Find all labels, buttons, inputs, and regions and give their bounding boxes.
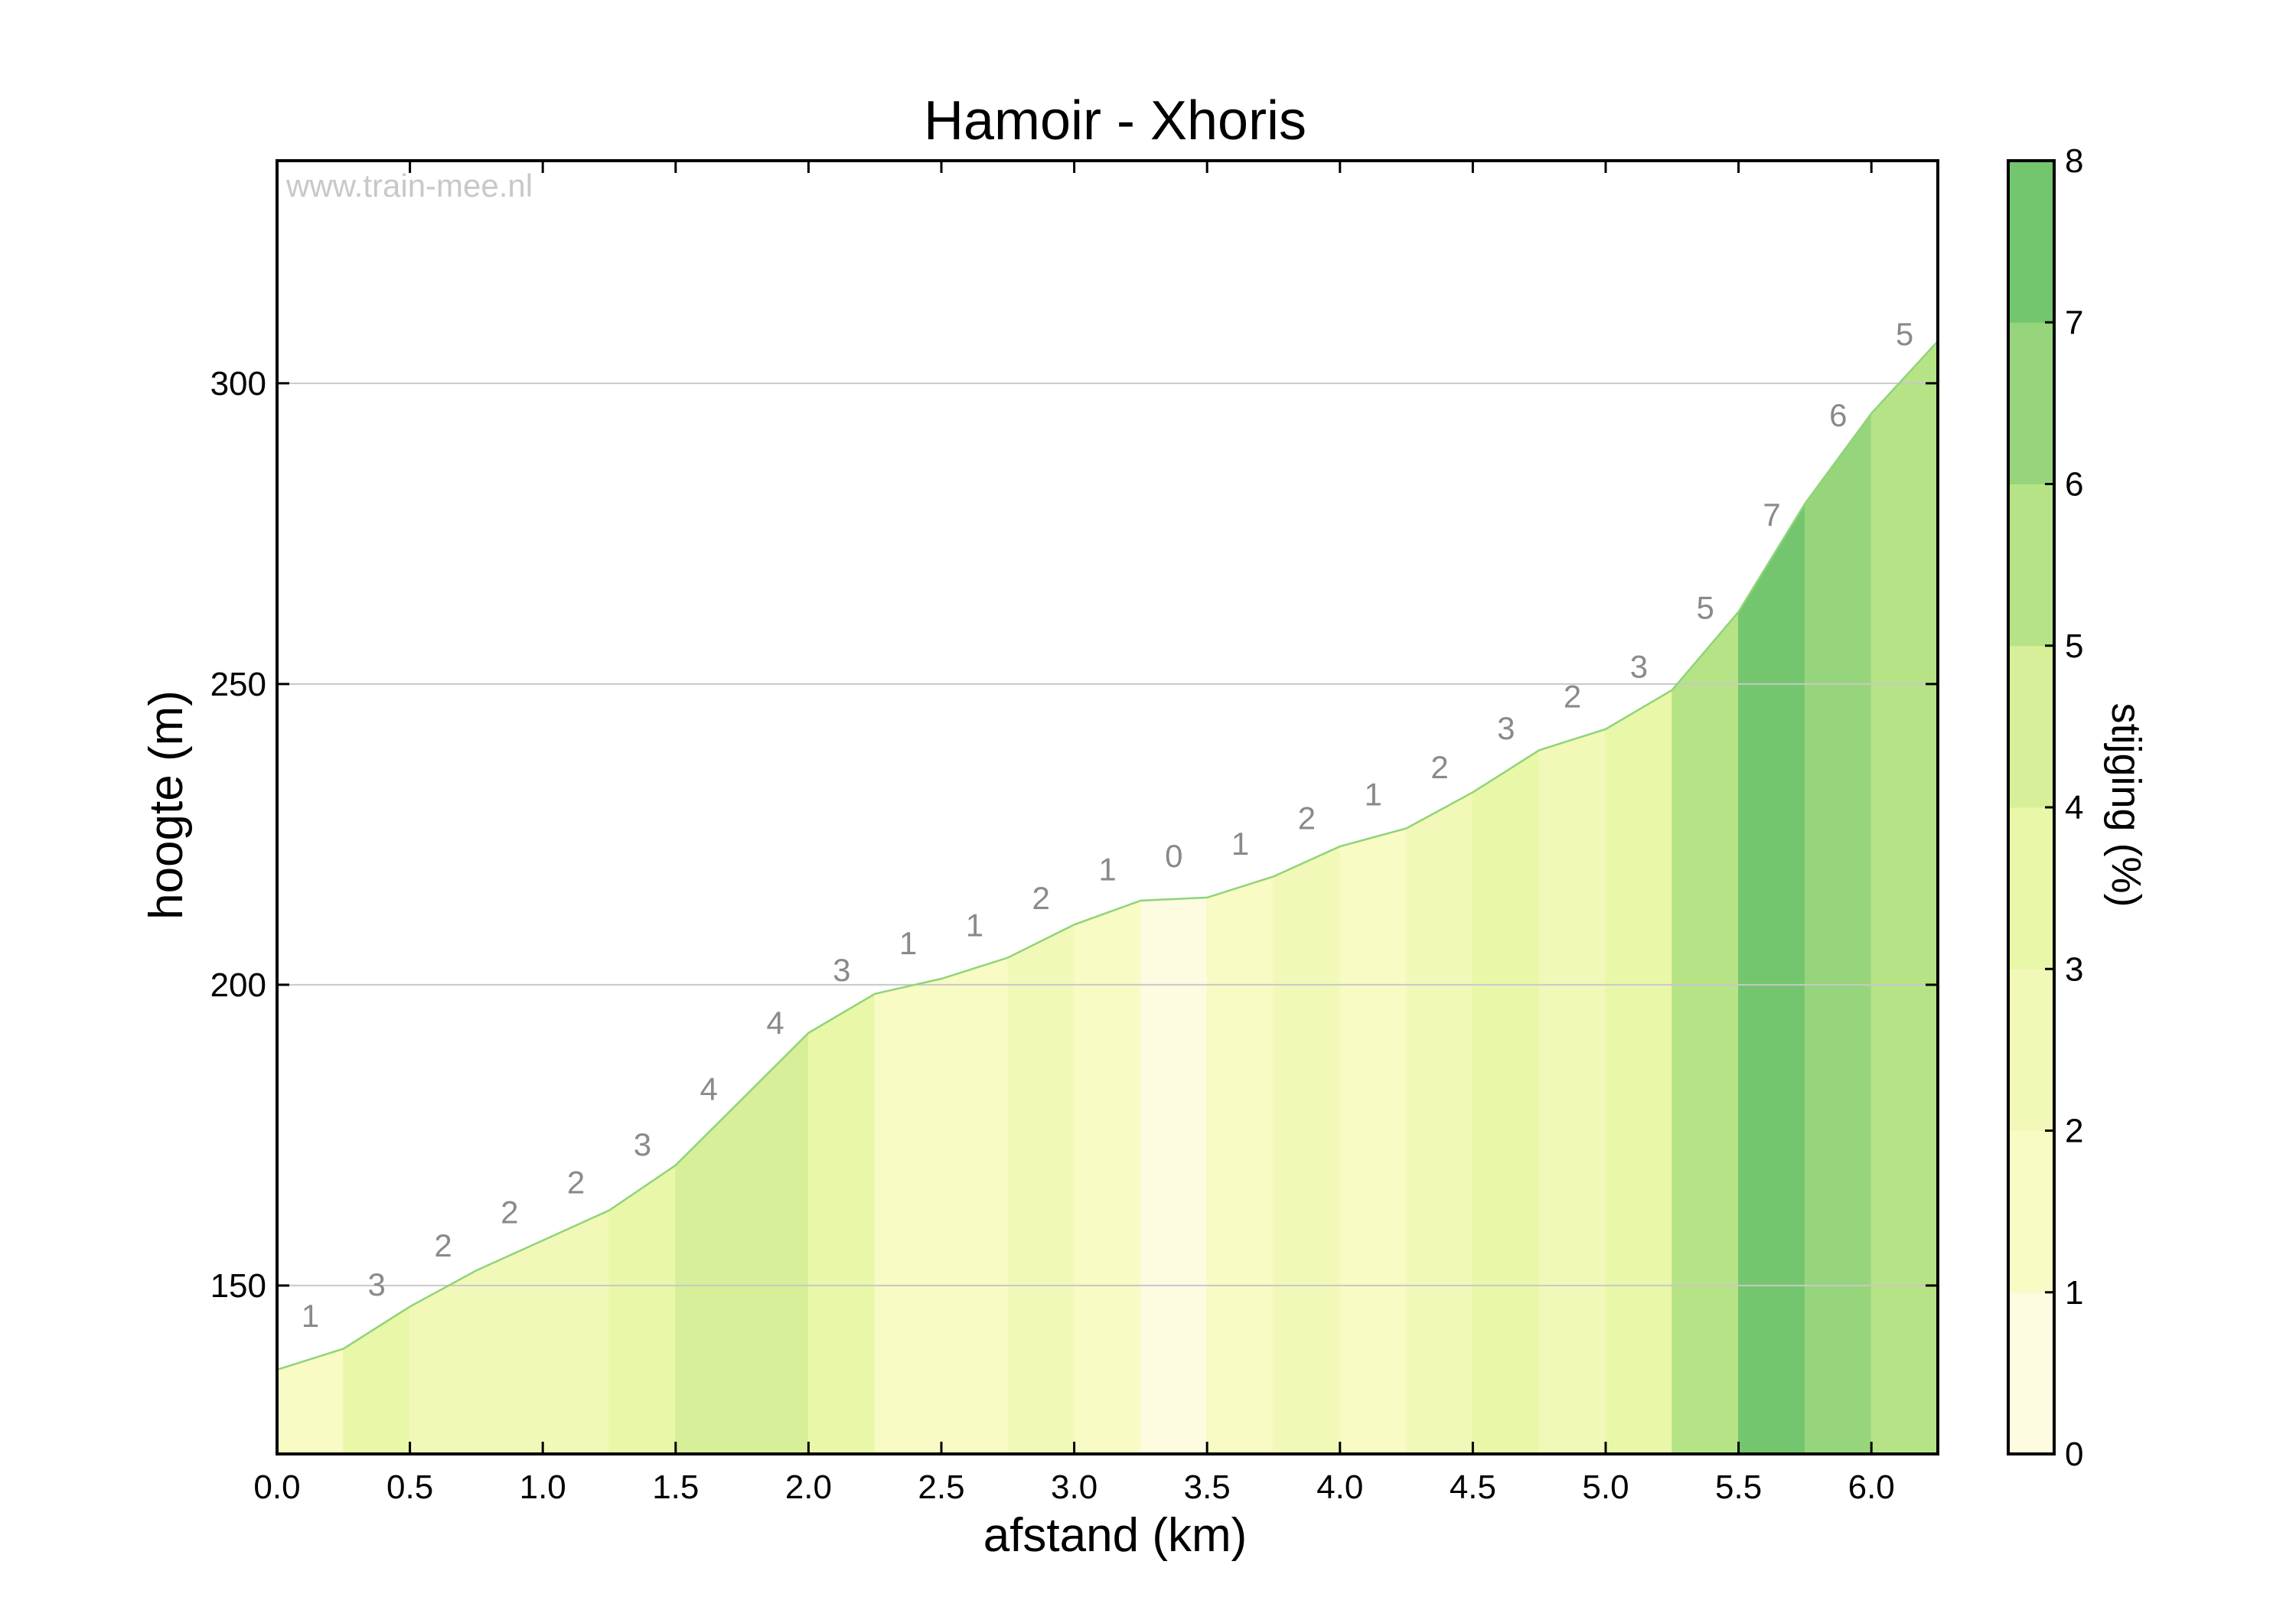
colorbar-band (2008, 645, 2054, 808)
colorbar-band (2008, 969, 2054, 1131)
gradient-label: 1 (1231, 826, 1249, 862)
y-axis-label: hoogte (m) (140, 690, 193, 920)
gradient-segment (1339, 827, 1407, 1454)
y-tick-label: 300 (210, 365, 266, 403)
x-tick-label: 6.0 (1848, 1468, 1895, 1506)
y-tick-label: 200 (210, 966, 266, 1004)
colorbar-band (2008, 484, 2054, 647)
gradient-segment (1074, 900, 1141, 1454)
gradient-segment (1472, 749, 1540, 1454)
x-tick-label: 3.0 (1051, 1468, 1097, 1506)
chart-title: Hamoir - Xhoris (924, 90, 1306, 152)
gradient-label: 2 (1298, 800, 1316, 836)
y-tick-label: 250 (210, 666, 266, 703)
x-axis-label: afstand (km) (983, 1509, 1247, 1562)
gradient-label: 7 (1763, 497, 1780, 533)
gradient-label: 1 (1098, 852, 1116, 888)
gradient-label: 5 (1697, 590, 1714, 626)
colorbar-band (2008, 1130, 2054, 1293)
gradient-segment (1007, 924, 1075, 1454)
gradient-segment (1406, 791, 1473, 1454)
plot-area: 1 3 2 2 2 3 4 4 3 1 1 2 1 0 1 2 1 2 3 2 3 5 7 6 5 0.0 0.5 1.0 1.5 2.0… (210, 159, 1939, 1506)
colorbar-tick-label: 5 (2065, 627, 2083, 665)
colorbar-tick-label: 6 (2065, 466, 2083, 504)
gradient-segment (1605, 689, 1673, 1454)
gradient-segment (1671, 611, 1740, 1454)
gradient-segment (1738, 502, 1805, 1454)
colorbar-tick-label: 8 (2065, 142, 2083, 180)
gradient-label: 3 (1630, 648, 1648, 684)
gradient-label: 3 (1497, 710, 1515, 746)
y-tick-label: 150 (210, 1267, 266, 1305)
gradient-label: 3 (833, 952, 850, 988)
plot-frame (276, 159, 1939, 1455)
colorbar-band (2008, 1292, 2054, 1455)
elevation-line (276, 340, 1939, 1371)
colorbar-tick-label: 3 (2065, 950, 2083, 988)
colorbar-tick-label: 4 (2065, 789, 2083, 826)
gradient-segment (475, 1240, 543, 1454)
x-tick-label: 2.5 (918, 1468, 964, 1506)
gradient-label: 2 (501, 1195, 518, 1231)
colorbar-tick-label: 0 (2065, 1436, 2083, 1473)
gradient-segment (1804, 412, 1872, 1454)
x-tick-label: 2.0 (785, 1468, 832, 1506)
watermark-text: www.train-mee.nl (285, 168, 533, 204)
gradient-label: 3 (368, 1266, 386, 1302)
x-tick-label: 4.0 (1316, 1468, 1363, 1506)
colorbar-band (2008, 161, 2054, 323)
gradient-label: 2 (1032, 880, 1050, 916)
x-tick-label: 1.5 (652, 1468, 699, 1506)
colorbar-band (2008, 322, 2054, 484)
gradient-segment (1538, 729, 1606, 1454)
x-tick-label: 5.5 (1715, 1468, 1762, 1506)
gradient-label: 2 (567, 1164, 585, 1200)
gradient-label: 2 (1430, 749, 1448, 785)
gradient-label: 1 (302, 1298, 319, 1334)
colorbar-tick-label: 7 (2065, 304, 2083, 341)
gradient-segment (675, 1098, 743, 1454)
gradient-label: 1 (966, 907, 983, 943)
gradient-label: 2 (434, 1227, 452, 1263)
gradient-label: 6 (1829, 397, 1847, 433)
gradient-label: 4 (700, 1071, 718, 1107)
colorbar: 0 1 2 3 4 5 6 7 8 (2007, 142, 2083, 1473)
gradient-label: 0 (1165, 838, 1182, 874)
x-tick-label: 0.5 (386, 1468, 433, 1506)
gradient-segment (742, 1032, 809, 1454)
gradient-segment (1140, 897, 1208, 1454)
x-tick-label: 5.0 (1582, 1468, 1629, 1506)
gradient-label: 2 (1564, 679, 1581, 715)
gradient-label: 1 (899, 925, 917, 961)
colorbar-tick-label: 1 (2065, 1274, 2083, 1312)
x-tick-label: 4.5 (1450, 1468, 1496, 1506)
x-tick-label: 0.0 (253, 1468, 300, 1506)
gradient-segment (277, 1348, 344, 1454)
gradient-segment (1206, 875, 1274, 1454)
gradient-segment (542, 1209, 610, 1454)
gradient-label: 4 (766, 1005, 784, 1041)
gradient-segment (941, 957, 1009, 1454)
colorbar-label: stijging (%) (2103, 702, 2149, 907)
gradient-segment (608, 1164, 677, 1454)
gradient-label: 3 (634, 1126, 651, 1162)
gradient-label: 5 (1896, 316, 1913, 352)
x-tick-label: 1.0 (520, 1468, 566, 1506)
gradient-segment (807, 993, 876, 1454)
x-tick-label: 3.5 (1184, 1468, 1231, 1506)
colorbar-tick-label: 2 (2065, 1113, 2083, 1150)
gradient-segment (409, 1270, 477, 1454)
gradient-segment (1273, 846, 1341, 1454)
colorbar-band (2008, 807, 2054, 970)
gradient-segment (1870, 341, 1938, 1454)
gradient-segment (874, 978, 942, 1454)
gradient-label: 1 (1365, 776, 1382, 812)
